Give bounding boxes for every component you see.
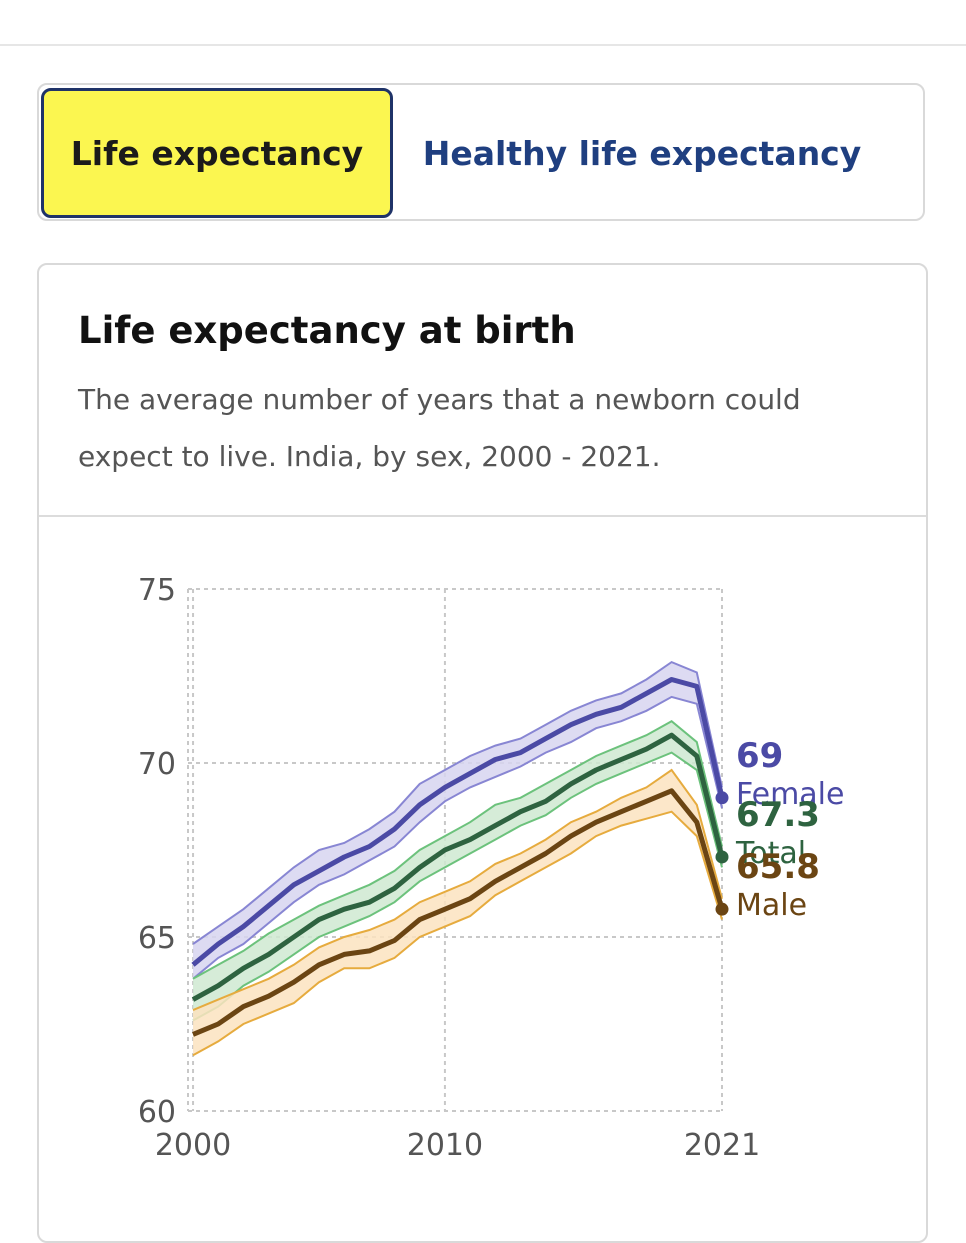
male-series-line: [192, 788, 725, 1037]
metric-tab-group: Life expectancy Healthy life expectancy: [37, 83, 925, 221]
female-band-upper-edge: [192, 660, 723, 945]
total-band-lower-edge: [192, 751, 723, 1022]
tab-healthy-life-expectancy[interactable]: Healthy life expectancy: [422, 133, 862, 173]
top-divider: [0, 44, 966, 46]
x-tick-label: 2010: [407, 1128, 483, 1163]
female-end-marker: [715, 791, 729, 805]
female-end-name-label: Female: [736, 777, 844, 812]
y-tick-label: 60: [138, 1095, 176, 1130]
y-tick-label: 65: [138, 921, 176, 956]
tab-life-expectancy[interactable]: Life expectancy: [41, 88, 393, 218]
total-end-marker: [715, 850, 729, 864]
chart-subtitle: The average number of years that a newbo…: [78, 383, 801, 473]
total-series-line: [191, 732, 725, 1002]
male-uncertainty-band: [193, 770, 722, 1056]
male-end-marker: [715, 902, 729, 916]
female-end-value-label: 69: [736, 736, 783, 776]
card-divider: [39, 515, 926, 517]
x-tick-label: 2000: [155, 1128, 231, 1163]
male-end-name-label: Male: [736, 888, 807, 923]
total-end-name-label: Total: [735, 836, 806, 871]
male-end-value-label: 65.8: [736, 847, 820, 887]
total-end-value-label: 67.3: [736, 795, 820, 835]
y-tick-label: 75: [138, 573, 176, 608]
life-expectancy-chart: 60 65 70 75 2000 2010 2021 69Female67.3Total65.…: [138, 573, 845, 1163]
female-uncertainty-band: [193, 662, 722, 979]
male-band-lower-edge: [192, 810, 723, 1057]
x-tick-label: 2021: [684, 1128, 760, 1163]
female-series-line: [191, 677, 725, 967]
total-band-upper-edge: [192, 719, 723, 980]
y-tick-label: 70: [138, 747, 176, 782]
female-band-lower-edge: [192, 695, 723, 980]
total-uncertainty-band: [193, 721, 722, 1021]
chart-title: Life expectancy at birth: [78, 309, 576, 352]
male-band-upper-edge: [192, 768, 723, 1012]
